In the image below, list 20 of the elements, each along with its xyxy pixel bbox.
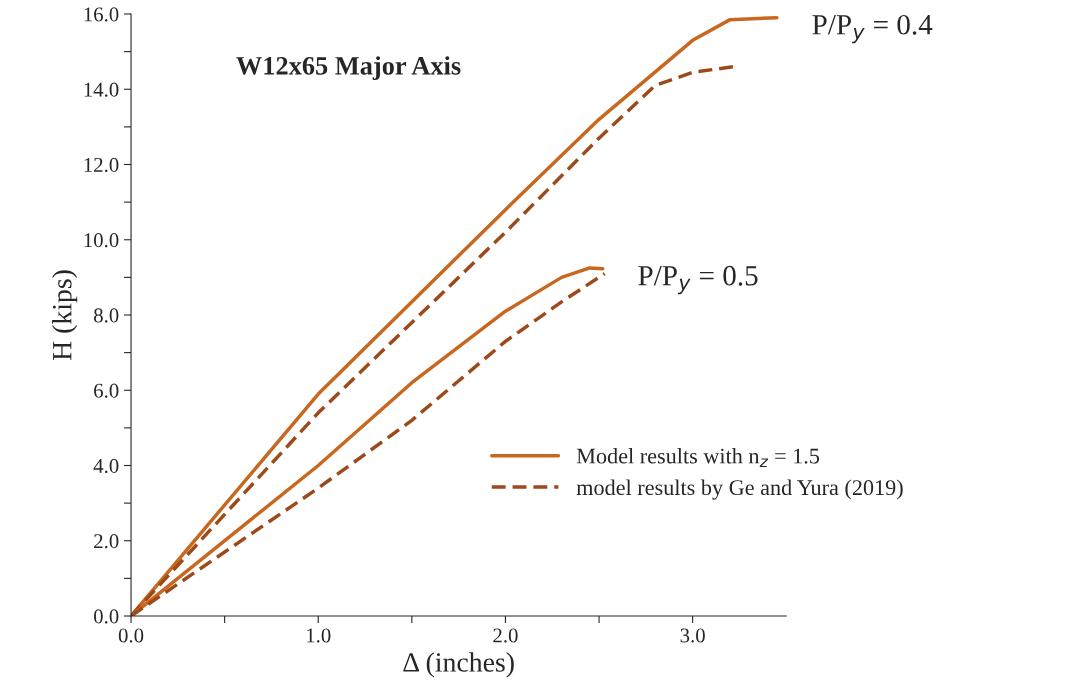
x-tick-label: 1.0 <box>307 628 331 643</box>
legend-label: model results by Ge and Yura (2019) <box>576 479 903 500</box>
x-tick-label: 3.0 <box>680 628 705 643</box>
legend-label: Model results with n$_{z}$ = 1.5 <box>576 447 820 467</box>
y-axis-title: H (kips) <box>52 270 78 361</box>
x-axis-title: Δ (inches) <box>403 652 514 678</box>
x-tick-label: 0.0 <box>118 628 144 643</box>
y-tick-label: 4.0 <box>93 458 119 474</box>
y-tick-label: 0.0 <box>93 609 119 624</box>
annotation: P/P$_{y}$ = 0.5 <box>638 265 758 295</box>
y-tick-label: 6.0 <box>94 383 119 398</box>
y-tick-label: 8.0 <box>93 308 119 323</box>
annotation: P/P$_{y}$ = 0.4 <box>812 14 933 44</box>
y-tick-label: 16.0 <box>84 7 119 22</box>
y-tick-label: 10.0 <box>84 233 119 248</box>
y-tick-label: 2.0 <box>94 534 119 549</box>
text: W12x65 Major Axis <box>236 56 461 81</box>
y-tick-label: 14.0 <box>84 82 119 97</box>
x-tick-label: 2.0 <box>493 628 518 643</box>
y-tick-label: 12.0 <box>84 157 119 173</box>
